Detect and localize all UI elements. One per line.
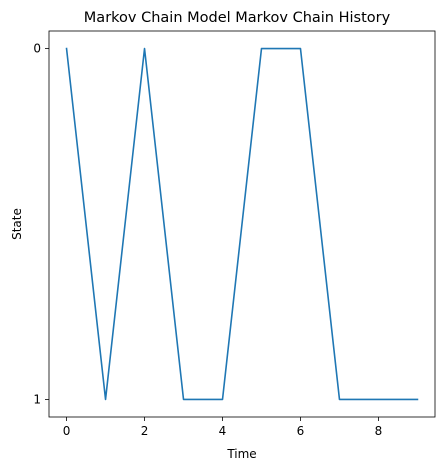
plot-area — [65, 47, 419, 401]
plot-frame — [48, 30, 436, 418]
x-axis-label: Time — [226, 447, 256, 461]
series-line-0 — [65, 47, 419, 401]
x-tick-label: 4 — [219, 424, 227, 438]
x-tick-label: 2 — [141, 424, 149, 438]
x-tick-label: 8 — [375, 424, 383, 438]
x-axis: 0 2 4 6 8 — [63, 417, 383, 438]
y-axis: 01 — [33, 42, 49, 406]
y-axis-label: State — [10, 208, 24, 240]
x-tick-label: 0 — [63, 424, 71, 438]
y-tick-label: 0 — [33, 42, 41, 56]
y-tick-label: 1 — [33, 392, 41, 406]
chart-title: Markov Chain Model Markov Chain History — [84, 10, 391, 26]
x-tick-label: 6 — [297, 424, 305, 438]
